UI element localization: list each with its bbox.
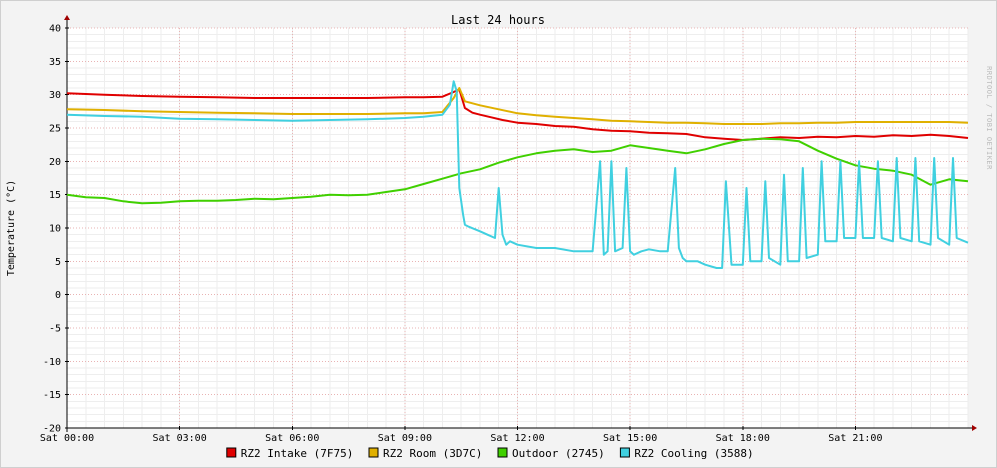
axis-layer — [64, 15, 977, 432]
x-tick-label: Sat 00:00 — [40, 433, 94, 444]
series-line-outdoor-2745 — [66, 137, 969, 205]
legend-swatch — [619, 447, 630, 458]
legend: RZ2 Intake (7F75) RZ2 Room (3D7C) Outdoor … — [226, 447, 754, 460]
series-line-rz2-intake-7f75 — [66, 88, 969, 141]
legend-label: RZ2 Room (3D7C) — [383, 447, 482, 460]
y-tick-label: 15 — [49, 190, 61, 201]
y-tick-label: -10 — [43, 357, 61, 368]
x-tick-label: Sat 06:00 — [265, 433, 319, 444]
series-line-rz2-cooling-3588 — [66, 80, 969, 269]
legend-label: Outdoor (2745) — [512, 447, 605, 460]
y-tick-label: 10 — [49, 224, 61, 235]
y-tick-label: -15 — [43, 390, 61, 401]
legend-swatch — [497, 447, 508, 458]
x-tick-label: Sat 18:00 — [716, 433, 770, 444]
y-axis-arrow — [64, 15, 70, 20]
y-tick-label: 30 — [49, 90, 61, 101]
x-tick-label: Sat 21:00 — [828, 433, 882, 444]
grid-layer — [66, 27, 969, 429]
chart-title: Last 24 hours — [451, 13, 545, 27]
x-tick-label: Sat 12:00 — [490, 433, 544, 444]
y-tick-label: 25 — [49, 124, 61, 135]
y-tick-label: 40 — [49, 24, 61, 35]
x-tick-label: Sat 09:00 — [378, 433, 432, 444]
x-axis-arrow — [972, 425, 977, 431]
y-tick-label: 35 — [49, 57, 61, 68]
y-tick-label: 0 — [55, 290, 61, 301]
series-layer — [66, 80, 969, 269]
y-tick-label: -20 — [43, 424, 61, 435]
y-tick-label: 5 — [55, 257, 61, 268]
legend-label: RZ2 Cooling (3588) — [634, 447, 753, 460]
legend-label: RZ2 Intake (7F75) — [241, 447, 354, 460]
x-tick-label: Sat 03:00 — [153, 433, 207, 444]
watermark: RRDTOOL / TOBI OETIKER — [985, 66, 993, 170]
legend-swatch — [368, 447, 379, 458]
series-line-rz2-room-3d7c — [66, 87, 969, 125]
y-tick-label: -5 — [49, 324, 61, 335]
y-tick-label: 20 — [49, 157, 61, 168]
legend-swatch — [226, 447, 237, 458]
y-axis-label: Temperature (°C) — [6, 180, 17, 276]
x-tick-label: Sat 15:00 — [603, 433, 657, 444]
